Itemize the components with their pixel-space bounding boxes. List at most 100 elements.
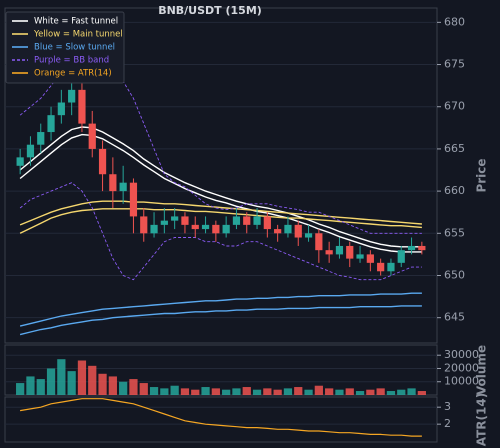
- y-tick-label: 665: [444, 142, 465, 155]
- volume-bar: [242, 387, 251, 395]
- volume-bar: [345, 388, 354, 395]
- candle-body: [366, 254, 374, 263]
- candle-body: [243, 216, 251, 225]
- panel-frame: [4, 344, 438, 396]
- legend-label: Orange = ATR(14): [34, 69, 112, 79]
- volume-bar: [294, 387, 303, 395]
- volume-bar: [325, 388, 334, 395]
- candle-body: [346, 245, 354, 259]
- volume-bar: [386, 391, 396, 395]
- volume-bar: [139, 383, 148, 395]
- candle-body: [274, 229, 282, 234]
- y-tick-label: 10000: [444, 375, 479, 388]
- legend: White = Fast tunnel Yellow = Main tunnel B…: [5, 11, 125, 84]
- candle-body: [26, 144, 35, 158]
- y-tick-label: 650: [444, 268, 465, 281]
- y-tick-label: 20000: [444, 361, 479, 374]
- candle-body: [57, 102, 65, 116]
- candle-body: [47, 115, 55, 133]
- y-tick-label: 670: [444, 100, 465, 113]
- volume-bar: [252, 389, 262, 395]
- candle-body: [109, 174, 117, 192]
- candle-body: [418, 245, 426, 251]
- y-axis-label: ATR(14): [475, 393, 489, 446]
- candle-body: [212, 224, 220, 234]
- volume-bar: [180, 388, 190, 395]
- candle-body: [68, 89, 76, 103]
- volume-bar: [108, 376, 117, 395]
- y-tick-label: 2: [444, 417, 451, 430]
- candle-body: [98, 148, 107, 175]
- y-tick-label: 675: [444, 58, 465, 71]
- legend-label: Purple = BB band: [34, 56, 109, 66]
- candle-body: [294, 224, 302, 238]
- plot-layer: 645650655660665670675680Price10000200003…: [4, 7, 489, 446]
- candle-body: [201, 224, 210, 230]
- candle-body: [150, 224, 158, 234]
- candle-body: [171, 216, 179, 221]
- candle-body: [284, 224, 292, 234]
- candle-body: [356, 254, 364, 259]
- legend-label: Blue = Slow tunnel: [34, 43, 115, 53]
- candle-body: [191, 224, 199, 230]
- volume-bar: [355, 391, 365, 395]
- volume-bar: [304, 389, 313, 395]
- indicator-line: [19, 292, 422, 327]
- candle-body: [37, 132, 45, 145]
- volume-bar: [376, 388, 385, 395]
- indicator-line: [19, 182, 422, 281]
- candle-body: [387, 262, 395, 272]
- y-tick-label: 655: [444, 226, 465, 239]
- indicator-line: [19, 200, 422, 226]
- indicator-line: [19, 133, 422, 253]
- chart-title: BNB/USDT (15M): [158, 4, 262, 17]
- candle-body: [16, 157, 24, 166]
- volume-bar: [129, 379, 138, 395]
- indicator-line: [19, 305, 422, 336]
- volume-bar: [149, 387, 159, 395]
- y-tick-label: 660: [444, 184, 465, 197]
- volume-bar: [407, 388, 416, 395]
- candle-body: [335, 245, 344, 255]
- y-axis-label: Price: [475, 158, 489, 192]
- legend-box: [5, 11, 125, 84]
- volume-bar: [119, 381, 128, 395]
- volume-bar: [366, 389, 375, 395]
- panel-frame: [4, 396, 438, 443]
- volume-bar: [36, 379, 45, 395]
- volume-bar: [46, 368, 56, 395]
- candle-body: [377, 262, 385, 272]
- volume-bar: [273, 389, 282, 395]
- indicator-line: [19, 48, 422, 234]
- legend-label: White = Fast tunnel: [34, 17, 118, 27]
- volume-bar: [57, 359, 66, 395]
- volume-bar: [417, 391, 426, 395]
- volume-bar: [314, 385, 323, 395]
- candle-body: [160, 220, 168, 225]
- candle-body: [253, 216, 261, 225]
- candle-body: [129, 182, 138, 217]
- volume-bar: [283, 388, 293, 395]
- candle-body: [325, 250, 333, 255]
- line: [20, 398, 422, 437]
- volume-bar: [88, 365, 97, 395]
- candle-body: [232, 216, 241, 225]
- volume-bar: [397, 389, 406, 395]
- candle-body: [119, 182, 127, 192]
- y-axis-label: Volume: [475, 345, 489, 395]
- volume-bar: [211, 388, 220, 395]
- y-tick-label: 3: [444, 400, 451, 413]
- candle-body: [78, 89, 86, 124]
- candle-body: [315, 233, 323, 251]
- y-tick-label: 680: [444, 15, 465, 28]
- legend-label: Yellow = Main tunnel: [33, 30, 123, 40]
- volume-bar: [67, 371, 76, 395]
- indicator-line: [19, 208, 422, 234]
- volume-bar: [98, 373, 107, 395]
- volume-bar: [160, 388, 169, 395]
- candle-body: [397, 250, 405, 263]
- volume-bar: [77, 360, 87, 395]
- volume-bar: [26, 376, 35, 395]
- candle-body: [407, 245, 416, 251]
